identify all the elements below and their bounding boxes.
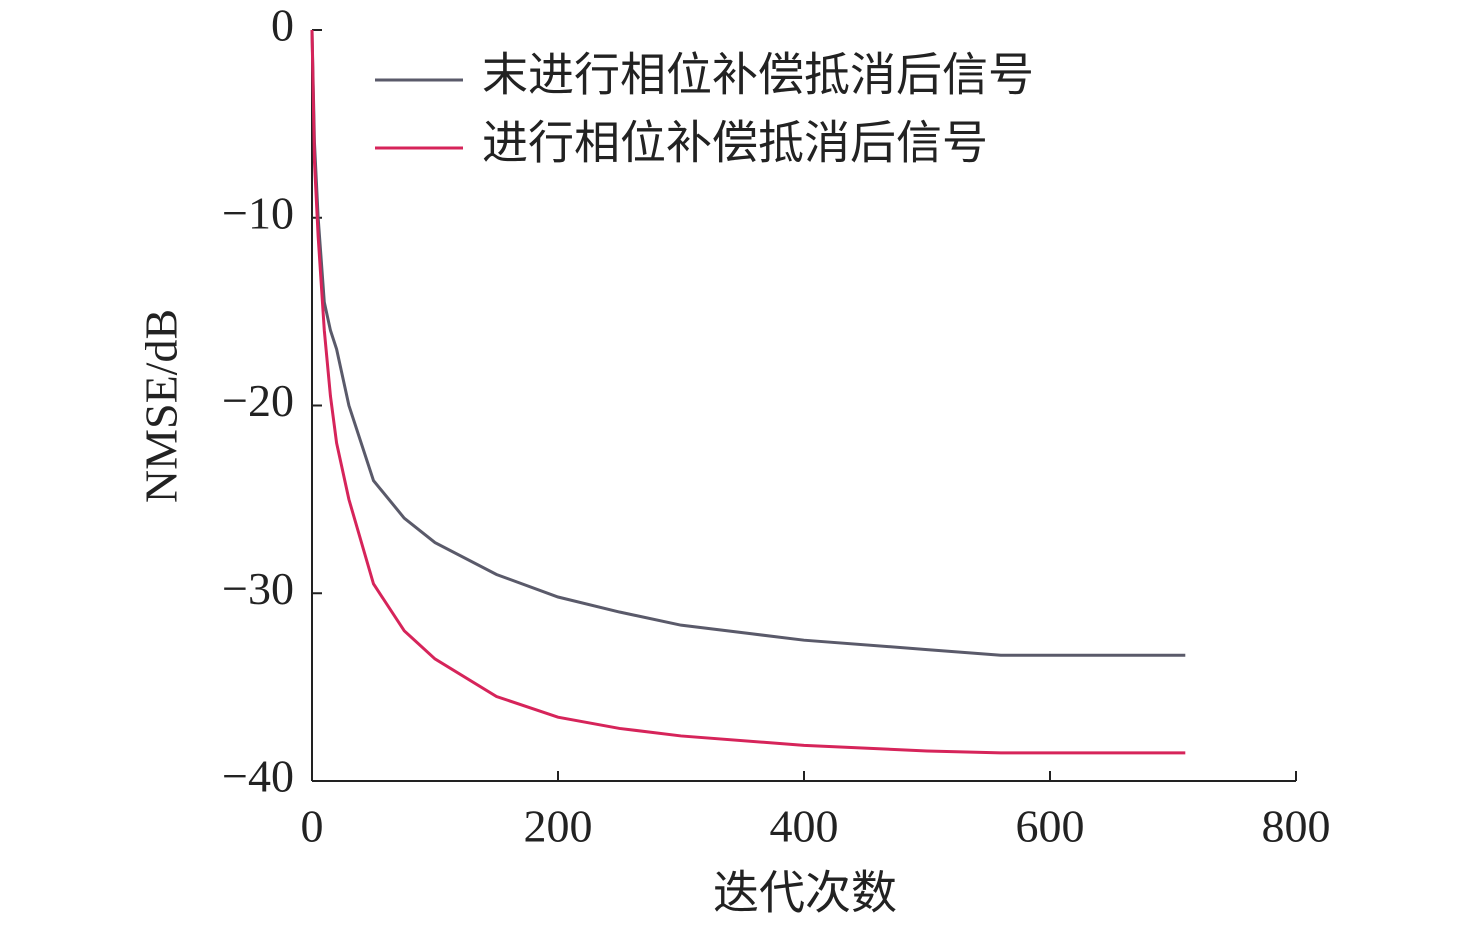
y-tick-label: −10	[222, 187, 294, 238]
x-tick-label: 200	[524, 801, 593, 852]
x-axis-label: 迭代次数	[713, 868, 897, 919]
y-axis-label: NMSE/dB	[136, 309, 187, 503]
x-tick-label: 800	[1262, 801, 1331, 852]
y-tick-label: −30	[222, 563, 294, 614]
x-tick-label: 400	[770, 801, 839, 852]
y-tick-label: −40	[222, 751, 294, 802]
legend-label: 末进行相位补偿抵消后信号	[482, 50, 1034, 101]
y-tick-label: 0	[271, 0, 294, 51]
y-tick-label: −20	[222, 375, 294, 426]
x-tick-label: 600	[1016, 801, 1085, 852]
series-line	[310, 29, 1186, 657]
series-line	[310, 29, 1186, 755]
legend-label: 进行相位补偿抵消后信号	[482, 118, 988, 169]
x-tick-label: 0	[301, 801, 324, 852]
